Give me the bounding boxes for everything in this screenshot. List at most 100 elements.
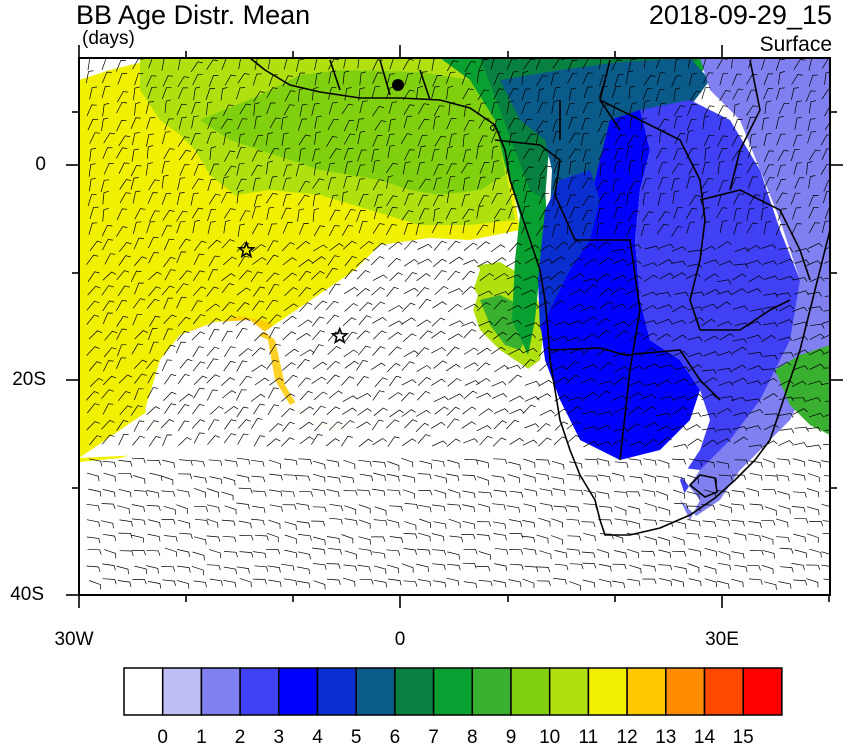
wind-barb <box>446 406 461 416</box>
wind-barb <box>598 149 610 161</box>
wind-barb <box>763 88 774 100</box>
wind-barb <box>763 73 774 86</box>
wind-barb <box>86 421 100 431</box>
wind-barb <box>643 421 659 429</box>
wind-barb <box>162 75 174 87</box>
coastlines <box>249 58 830 536</box>
wind-barb <box>704 578 717 588</box>
wind-barb <box>704 565 717 575</box>
wind-barb <box>416 287 430 297</box>
border-g <box>729 59 761 191</box>
wind-barb <box>809 323 825 329</box>
wind-barb <box>446 577 460 586</box>
wind-barb <box>598 505 613 513</box>
wind-barb <box>163 297 174 310</box>
wind-barb <box>776 292 791 298</box>
field-region-12 <box>190 316 300 405</box>
wind-barb <box>718 117 727 131</box>
wind-barb <box>133 475 146 484</box>
wind-barb <box>164 547 177 557</box>
wind-barb <box>659 129 666 144</box>
wind-barb <box>252 505 266 513</box>
wind-barb <box>87 271 100 282</box>
wind-barb <box>689 291 705 297</box>
wind-barb <box>550 535 563 545</box>
wind-barb <box>101 285 114 296</box>
wind-barb <box>102 563 116 571</box>
wind-barb <box>763 164 774 176</box>
wind-barb <box>701 86 711 100</box>
wind-barb <box>596 424 612 431</box>
wind-barb <box>717 135 728 147</box>
wind-barb <box>657 536 670 546</box>
wind-barb <box>86 472 100 482</box>
wind-barb <box>134 101 141 116</box>
wind-barb <box>130 165 142 177</box>
wind-barb <box>326 489 340 498</box>
wind-barb <box>341 376 355 386</box>
wind-barb <box>417 473 432 480</box>
wind-barb <box>388 118 396 132</box>
wind-barb <box>614 550 627 559</box>
wind-barb <box>238 133 246 147</box>
wind-barb <box>599 301 615 309</box>
wind-barb <box>673 520 687 529</box>
wind-barb <box>775 59 785 72</box>
wind-barb <box>776 133 786 146</box>
wind-barb <box>491 101 500 115</box>
wind-barb <box>730 177 741 189</box>
wind-barb <box>282 331 297 341</box>
wind-barb <box>551 518 564 528</box>
wind-barb <box>746 334 762 340</box>
wind-barb <box>701 460 715 468</box>
wind-barb <box>552 488 566 496</box>
wind-barb <box>493 489 507 497</box>
wind-barb <box>343 120 355 132</box>
wind-barb <box>614 376 629 385</box>
wind-barb <box>702 412 717 418</box>
wind-barb <box>284 521 297 531</box>
wind-barb <box>326 536 341 544</box>
wind-barb <box>719 333 735 341</box>
wind-barb <box>672 489 686 499</box>
wind-barb <box>477 135 488 147</box>
wind-barb <box>536 566 551 573</box>
wind-barb <box>372 72 383 84</box>
wind-barb <box>145 359 159 370</box>
wind-barb <box>282 315 297 325</box>
wind-barb <box>252 300 265 311</box>
wind-barb <box>478 580 493 587</box>
wind-barb <box>267 240 279 252</box>
wind-barb <box>717 148 728 160</box>
wind-barb <box>536 75 548 87</box>
wind-barb <box>148 179 160 191</box>
wind-barb <box>224 150 235 162</box>
wind-barb <box>448 518 461 529</box>
wind-barb <box>326 136 338 147</box>
wind-barb <box>433 207 440 222</box>
wind-barb <box>536 459 550 466</box>
wind-barb <box>524 133 537 145</box>
wind-barb <box>446 189 455 204</box>
wind-barb <box>295 72 306 85</box>
wind-barb <box>717 321 732 327</box>
wind-barb <box>119 179 132 190</box>
wind-barb <box>164 118 174 131</box>
wind-barb <box>521 359 536 369</box>
wind-barb <box>507 285 522 295</box>
wind-barb <box>761 117 769 131</box>
wind-barb <box>493 533 507 541</box>
wind-barb <box>746 222 758 234</box>
wind-barb <box>656 475 670 483</box>
wind-barb <box>492 257 507 265</box>
wind-barb <box>417 194 429 207</box>
wind-barb <box>749 472 763 481</box>
wind-barb <box>717 368 732 373</box>
wind-barb <box>266 87 278 99</box>
wind-barb <box>490 58 495 70</box>
wind-barb <box>341 191 349 205</box>
wind-barb <box>552 177 562 191</box>
wind-barb <box>582 562 597 569</box>
wind-barb <box>402 333 417 342</box>
wind-barb <box>764 581 777 590</box>
